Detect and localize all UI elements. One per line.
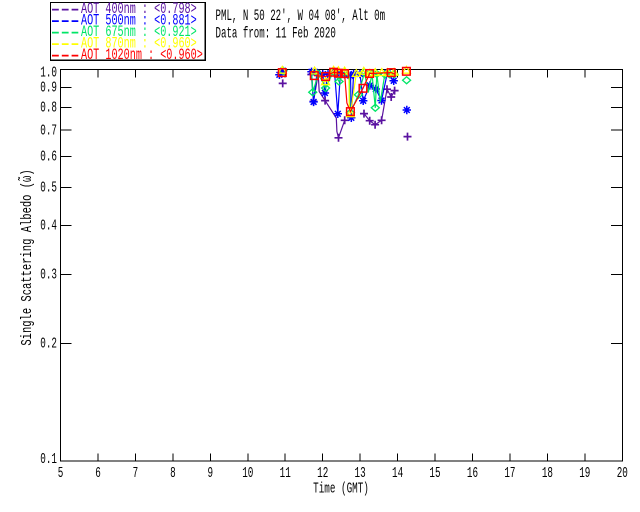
svg-text:6: 6	[95, 465, 101, 482]
svg-text:13: 13	[355, 465, 366, 482]
svg-text:0.1: 0.1	[40, 451, 57, 468]
svg-text:1.0: 1.0	[40, 65, 57, 82]
svg-text:Time (GMT): Time (GMT)	[313, 480, 369, 497]
svg-text:AOT 400nm : <0.798>: AOT 400nm : <0.798>	[81, 1, 197, 19]
svg-text:14: 14	[392, 465, 403, 482]
svg-text:PML, N 50 22', W 04 08', Alt 0: PML, N 50 22', W 04 08', Alt 0m	[216, 7, 386, 25]
svg-text:15: 15	[429, 465, 440, 482]
svg-text:17: 17	[504, 465, 515, 482]
svg-text:11: 11	[280, 465, 291, 482]
svg-text:0.8: 0.8	[40, 100, 57, 117]
svg-text:8: 8	[170, 465, 176, 482]
svg-text:10: 10	[242, 465, 253, 482]
svg-text:0.3: 0.3	[40, 266, 57, 283]
svg-text:9: 9	[208, 465, 214, 482]
svg-text:AOT 870nm : <0.960>: AOT 870nm : <0.960>	[81, 36, 197, 54]
svg-text:0.9: 0.9	[40, 80, 57, 97]
svg-text:0.2: 0.2	[40, 335, 57, 352]
svg-text:Data from: 11 Feb 2020: Data from: 11 Feb 2020	[216, 24, 336, 42]
svg-text:7: 7	[133, 465, 139, 482]
svg-text:AOT 1020nm : <0.960>: AOT 1020nm : <0.960>	[81, 47, 203, 65]
svg-text:5: 5	[58, 465, 64, 482]
svg-text:20: 20	[617, 465, 628, 482]
svg-text:AOT 675nm : <0.921>: AOT 675nm : <0.921>	[81, 24, 197, 42]
svg-text:Single Scattering Albedo (ω̃): Single Scattering Albedo (ω̃)	[17, 169, 36, 345]
svg-text:19: 19	[579, 465, 590, 482]
svg-text:AOT 500nm : <0.881>: AOT 500nm : <0.881>	[81, 13, 197, 31]
svg-text:0.7: 0.7	[40, 122, 57, 139]
svg-text:16: 16	[467, 465, 478, 482]
svg-text:12: 12	[317, 465, 328, 482]
svg-text:18: 18	[542, 465, 553, 482]
svg-text:0.4: 0.4	[40, 218, 57, 235]
svg-text:0.6: 0.6	[40, 149, 57, 166]
svg-text:0.5: 0.5	[40, 180, 57, 197]
